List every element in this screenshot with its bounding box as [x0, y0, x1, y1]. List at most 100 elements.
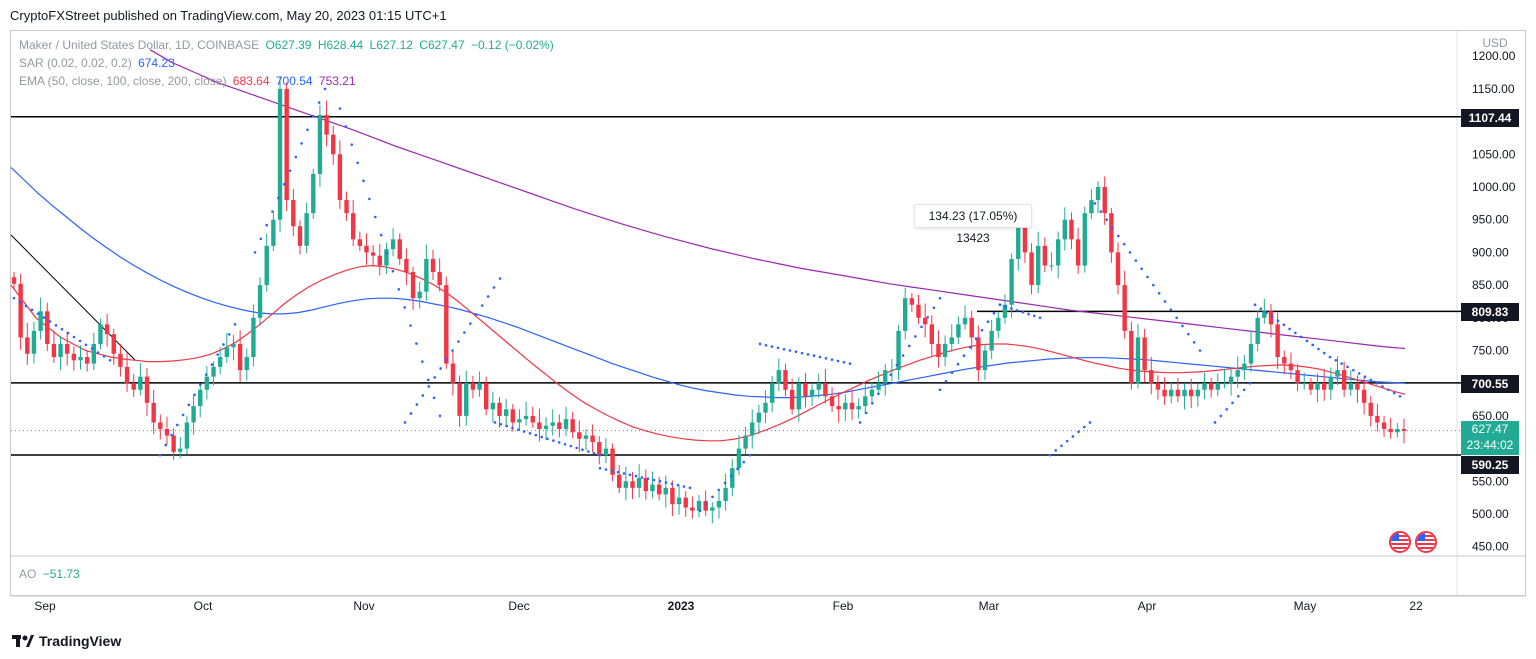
ema-legend[interactable]: EMA (50, close, 100, close, 200, close) … — [19, 74, 359, 88]
candle-body — [942, 343, 948, 358]
sar-dot — [1169, 308, 1173, 311]
sar-dot — [938, 296, 942, 300]
candle-body — [71, 353, 77, 361]
sar-dot — [432, 396, 436, 400]
ema50-line — [10, 264, 1406, 442]
sar-dot — [170, 433, 173, 437]
ema100-value: 700.54 — [275, 74, 313, 88]
ao-label: AO — [19, 567, 37, 581]
us-flag-event-icon[interactable] — [1415, 531, 1437, 553]
candle-body — [617, 474, 622, 488]
sar-dot — [216, 353, 219, 356]
ao-legend[interactable]: AO −51.73 — [19, 567, 83, 581]
sar-dot — [469, 322, 472, 325]
sar-dot — [391, 269, 395, 273]
sar-dot — [1242, 388, 1246, 392]
ema50-value: 683.64 — [232, 74, 270, 88]
sar-dot — [493, 421, 497, 424]
sar-dot — [1237, 394, 1240, 398]
candle-body — [1222, 383, 1227, 385]
sar-dot — [980, 328, 984, 332]
sar-dot — [409, 324, 412, 327]
sar-dot — [451, 349, 454, 352]
sar-dot — [96, 351, 100, 354]
sar-dot — [776, 346, 780, 350]
sar-dot — [1299, 335, 1303, 339]
sar-dot — [1340, 362, 1343, 365]
sar-dot — [794, 350, 798, 354]
sar-dot — [901, 354, 905, 357]
candle-body — [809, 389, 815, 397]
sar-dot — [610, 469, 614, 473]
candle-body — [676, 497, 682, 505]
sar-dot — [397, 288, 401, 291]
sar-dot — [338, 107, 342, 110]
candle-body — [716, 500, 722, 508]
sar-dot — [782, 347, 786, 351]
sar-dot — [1157, 291, 1161, 295]
sar-dot — [812, 354, 816, 358]
sar-dot — [253, 251, 257, 254]
sar-dot — [415, 342, 418, 345]
sar-dot — [222, 343, 225, 346]
candle-body — [1142, 337, 1147, 371]
sar-dot — [1225, 408, 1228, 411]
y-tick-label: 1200.00 — [1472, 49, 1516, 63]
sar-dot — [528, 432, 532, 435]
x-tick-label: 2023 — [668, 599, 695, 613]
y-tick-label: 650.00 — [1472, 409, 1509, 423]
candle-body — [856, 406, 861, 410]
candle-body — [370, 252, 376, 256]
tradingview-logo[interactable]: TradingView — [12, 633, 121, 649]
sar-dot — [403, 421, 407, 424]
sar-dot — [604, 468, 608, 471]
sar-dot — [1010, 307, 1013, 310]
sar-dot — [409, 412, 413, 415]
x-tick-label: Dec — [508, 599, 529, 613]
candle-body — [543, 425, 549, 429]
candle-body — [78, 357, 83, 361]
sar-legend[interactable]: SAR (0.02, 0.02, 0.2) 674.23 — [19, 56, 178, 70]
sar-dot — [848, 362, 852, 365]
sar-dot — [102, 355, 106, 358]
candle-body — [996, 317, 1001, 331]
sar-dot — [546, 437, 549, 441]
sar-dot — [962, 354, 966, 358]
candle-body — [577, 432, 582, 439]
candle-body — [1188, 389, 1194, 397]
candle-body — [1228, 376, 1234, 384]
sar-dot — [36, 312, 40, 316]
us-flag-event-icon[interactable] — [1389, 531, 1411, 553]
candle-body — [1195, 389, 1201, 397]
sar-dot — [1146, 275, 1149, 279]
sar-dot — [646, 477, 650, 480]
candle-body — [450, 363, 456, 384]
sar-dot — [552, 439, 555, 442]
sar-dot — [323, 87, 327, 91]
candle-body — [430, 258, 436, 273]
candle-body — [11, 277, 17, 284]
candle-body — [144, 376, 150, 403]
sar-dot — [210, 363, 214, 366]
sar-dot — [492, 286, 496, 289]
candle-body — [311, 173, 316, 214]
sar-dot — [858, 421, 862, 424]
sar-dot — [373, 215, 377, 219]
candle-body — [350, 213, 356, 240]
sar-dot — [1398, 394, 1402, 398]
candle-body — [271, 219, 276, 246]
candle-body — [1016, 219, 1021, 259]
candle-body — [191, 406, 196, 423]
sar-dot — [914, 335, 917, 338]
sar-dot — [271, 210, 274, 213]
candle-body — [1149, 370, 1154, 384]
sar-dot — [1271, 315, 1274, 319]
sar-dot — [717, 488, 721, 492]
candle-body — [45, 311, 50, 344]
sar-dot — [474, 313, 478, 316]
candle-body — [1302, 383, 1307, 385]
sar-dot — [877, 392, 880, 396]
candle-body — [510, 409, 516, 423]
